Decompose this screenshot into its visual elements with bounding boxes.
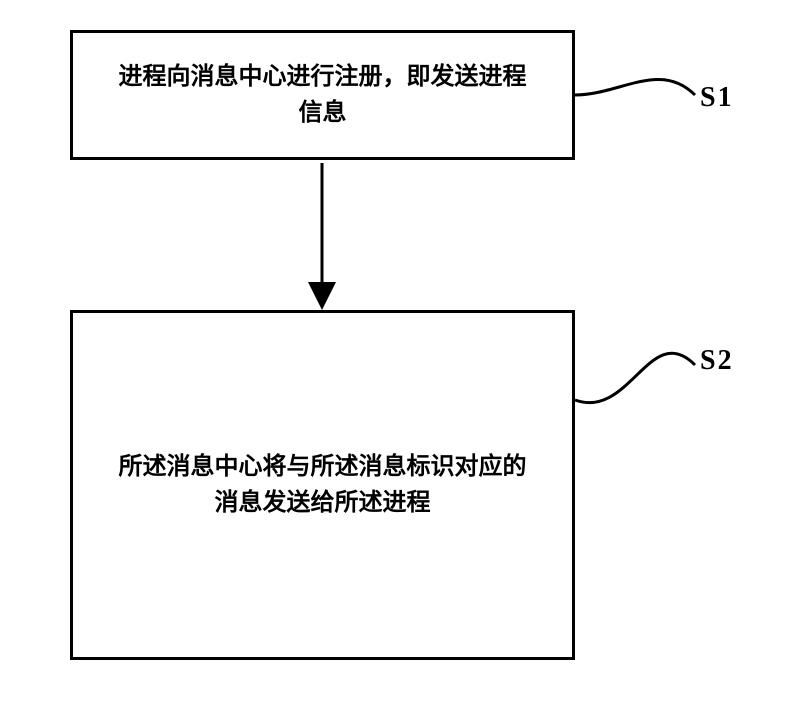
step-label-s2: S2 bbox=[700, 345, 734, 377]
step-label-s1: S1 bbox=[700, 82, 734, 114]
callout-curve-s2 bbox=[0, 0, 800, 703]
